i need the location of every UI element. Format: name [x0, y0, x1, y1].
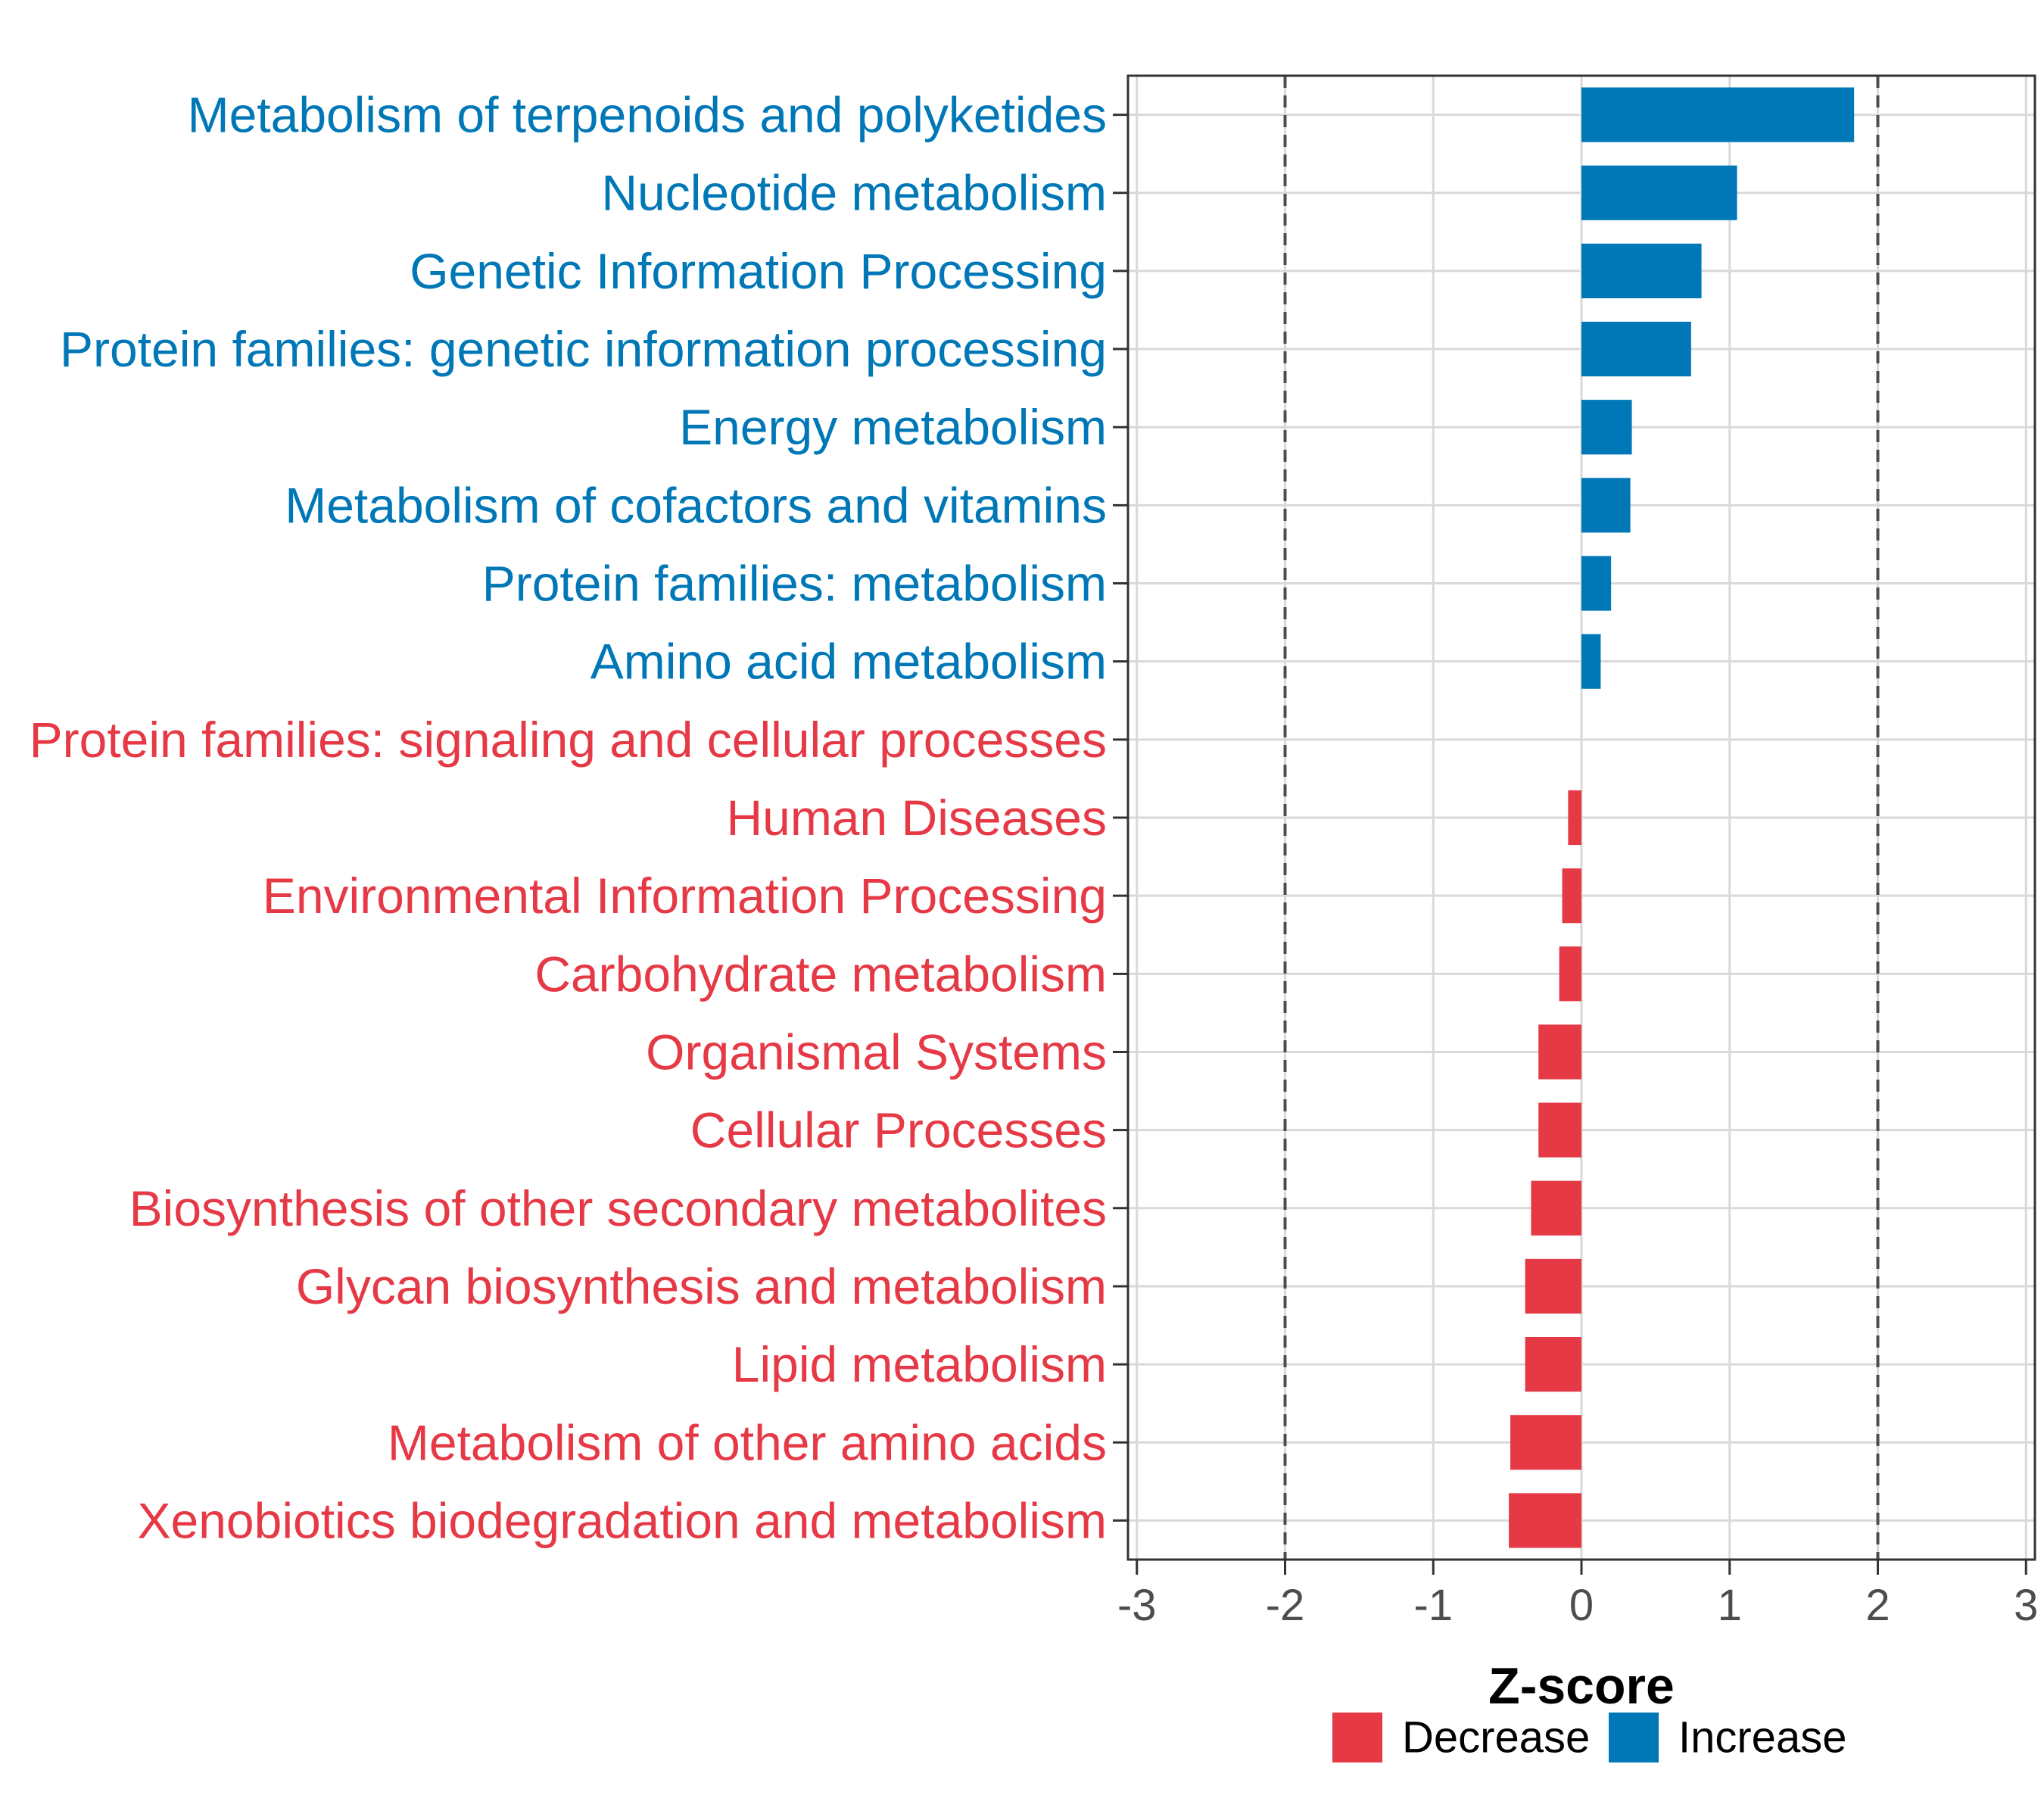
bar: [1525, 1258, 1581, 1314]
category-label: Protein families: signaling and cellular…: [30, 712, 1107, 768]
bar: [1525, 1337, 1581, 1392]
bars: [1509, 87, 1855, 1548]
category-labels: Metabolism of terpenoids and polyketides…: [30, 87, 1107, 1549]
bar: [1538, 1024, 1581, 1080]
legend-swatch: [1332, 1713, 1382, 1762]
bar: [1538, 1102, 1581, 1158]
bar: [1581, 321, 1691, 377]
bar: [1581, 478, 1631, 533]
x-axis-title: Z-score: [1488, 1657, 1675, 1715]
category-label: Metabolism of other amino acids: [388, 1414, 1107, 1470]
bar: [1581, 400, 1632, 455]
x-tick-label: -2: [1266, 1581, 1305, 1630]
bar: [1581, 165, 1737, 220]
category-label: Energy metabolism: [679, 399, 1107, 455]
category-label: Nucleotide metabolism: [601, 165, 1107, 221]
bar: [1562, 868, 1581, 924]
x-tick-label: -3: [1117, 1581, 1157, 1630]
x-axis-ticks: -3 -2 -1 0 1 2 3: [1117, 1560, 2038, 1630]
bar: [1581, 243, 1702, 298]
x-tick-label: -1: [1413, 1581, 1453, 1630]
bar: [1581, 87, 1855, 142]
bar: [1559, 946, 1581, 1002]
legend-label: Increase: [1678, 1713, 1846, 1762]
category-label: Protein families: metabolism: [482, 556, 1107, 612]
category-label: Amino acid metabolism: [590, 634, 1107, 690]
legend-swatch: [1609, 1713, 1659, 1762]
x-tick-label: 2: [1865, 1581, 1890, 1630]
category-label: Metabolism of cofactors and vitamins: [285, 477, 1107, 533]
x-tick-label: 1: [1718, 1581, 1742, 1630]
bar: [1509, 1493, 1581, 1548]
category-label: Glycan biosynthesis and metabolism: [296, 1258, 1107, 1314]
bar: [1531, 1180, 1581, 1236]
x-tick-label: 0: [1569, 1581, 1594, 1630]
category-label: Protein families: genetic information pr…: [60, 321, 1107, 377]
bar: [1568, 790, 1581, 846]
category-label: Environmental Information Processing: [263, 868, 1107, 924]
bar: [1581, 556, 1612, 611]
reference-lines: [1283, 76, 1880, 1560]
y-axis-ticks: [1113, 114, 1128, 1522]
category-label: Organismal Systems: [646, 1024, 1107, 1080]
category-label: Lipid metabolism: [732, 1336, 1107, 1392]
category-label: Metabolism of terpenoids and polyketides: [188, 87, 1107, 143]
category-label: Xenobiotics biodegradation and metabolis…: [138, 1492, 1108, 1548]
category-label: Biosynthesis of other secondary metaboli…: [129, 1180, 1107, 1236]
category-label: Carbohydrate metabolism: [534, 946, 1107, 1002]
x-tick-label: 3: [2014, 1581, 2038, 1630]
category-label: Genetic Information Processing: [410, 243, 1107, 299]
bar: [1510, 1415, 1581, 1470]
bar: [1581, 634, 1601, 689]
category-label: Human Diseases: [726, 790, 1107, 846]
legend-label: Decrease: [1402, 1713, 1590, 1762]
legend: Decrease Increase: [1332, 1713, 1846, 1762]
category-label: Cellular Processes: [690, 1102, 1107, 1158]
